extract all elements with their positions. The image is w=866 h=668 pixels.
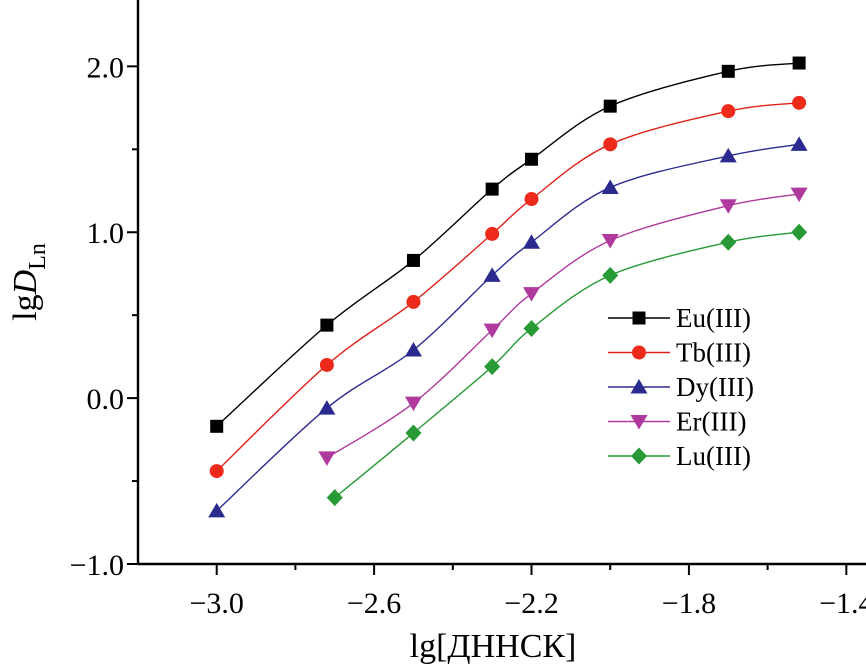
data-point	[483, 323, 501, 339]
y-axis-title: lgDLn	[7, 243, 51, 321]
data-point	[792, 95, 807, 110]
plot-markers	[208, 56, 808, 518]
data-point	[523, 319, 540, 337]
data-point	[790, 136, 808, 151]
data-point	[721, 64, 735, 78]
data-point	[405, 424, 422, 442]
legend-label: Tb(III)	[676, 338, 751, 368]
y-axis-title-italic: D	[7, 269, 44, 295]
data-point	[719, 199, 737, 214]
legend-label: Er(III)	[676, 407, 746, 437]
data-point	[603, 99, 617, 113]
data-point	[406, 253, 420, 267]
data-point	[483, 267, 501, 282]
data-point	[318, 451, 336, 466]
plot-axes: −3.0 −2.6 −2.2 −1.8 −1.4 −1.0 0.0 1.0 2.0	[70, 0, 866, 620]
legend-label: Lu(III)	[676, 441, 751, 471]
x-axis-title: lg[ДННСК]	[410, 628, 577, 665]
data-point	[485, 226, 500, 241]
y-tick-label: −1.0	[70, 549, 124, 582]
data-point	[326, 489, 343, 507]
legend-marker	[630, 379, 648, 394]
x-tick-label: −2.6	[347, 587, 401, 620]
data-point	[792, 56, 806, 70]
data-point	[404, 342, 422, 357]
data-point	[601, 234, 619, 249]
y-tick-label: 1.0	[87, 217, 125, 250]
data-point	[319, 357, 334, 372]
data-point	[601, 179, 619, 194]
data-point	[791, 223, 808, 241]
legend-label: Eu(III)	[676, 303, 751, 333]
data-point	[406, 294, 421, 309]
data-point	[602, 266, 619, 284]
data-point	[721, 104, 736, 119]
legend-marker	[632, 345, 646, 360]
y-tick-label: 0.0	[87, 383, 125, 416]
data-point	[523, 287, 541, 302]
data-point	[484, 358, 501, 376]
x-tick-label: −3.0	[189, 587, 243, 620]
axis-titles: lg[ДННСК] lgDLn	[7, 243, 576, 665]
data-point	[318, 400, 336, 415]
data-point	[603, 137, 618, 152]
y-tick-label: 2.0	[87, 51, 125, 84]
legend: Eu(III) Tb(III) Dy(III) Er(III) Lu(III)	[608, 303, 754, 471]
x-tick-label: −2.2	[504, 587, 558, 620]
data-point	[523, 234, 541, 249]
x-tick-label: −1.8	[662, 587, 716, 620]
data-point	[525, 152, 539, 166]
y-axis-title-main: lg	[7, 294, 44, 320]
data-point	[404, 396, 422, 412]
data-point	[719, 147, 737, 163]
data-point	[790, 187, 808, 203]
data-point	[720, 233, 737, 251]
legend-marker	[631, 447, 647, 465]
data-point	[210, 419, 224, 433]
data-point	[485, 182, 499, 196]
x-tick-label: −1.4	[819, 587, 866, 620]
legend-marker	[632, 311, 646, 325]
legend-label: Dy(III)	[676, 372, 754, 402]
data-point	[209, 464, 224, 479]
legend-marker	[630, 415, 648, 430]
data-point	[320, 318, 334, 332]
data-point	[524, 192, 539, 207]
data-point	[208, 502, 226, 518]
y-axis-title-subscript: Ln	[25, 243, 51, 270]
